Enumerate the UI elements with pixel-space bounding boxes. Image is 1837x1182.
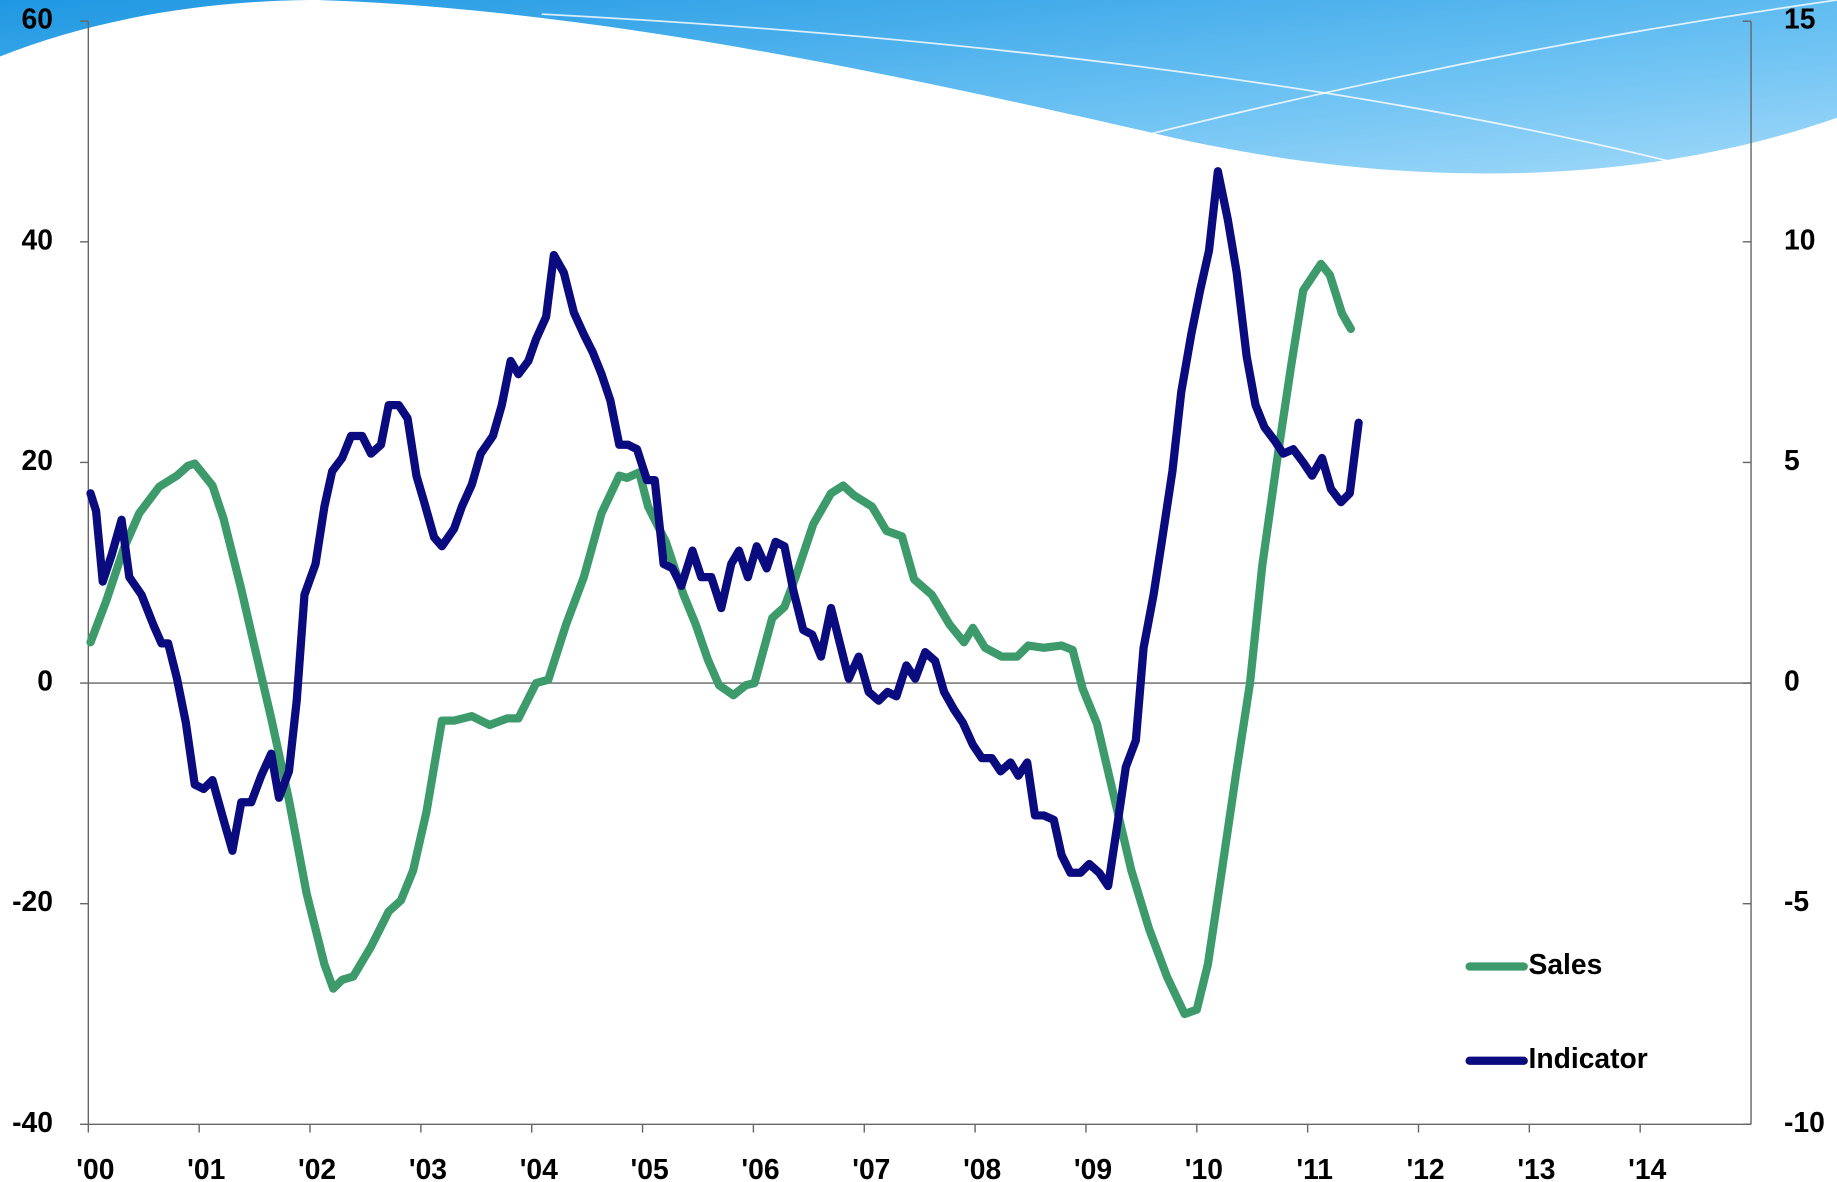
y2-tick-label: 0 — [1784, 665, 1800, 697]
x-tick-label: '05 — [631, 1153, 669, 1182]
y2-tick-label: 15 — [1784, 3, 1815, 35]
x-tick-label: '13 — [1517, 1153, 1555, 1182]
y2-tick-label: -10 — [1784, 1106, 1825, 1138]
y-tick-label: 40 — [22, 223, 53, 255]
x-tick-label: '06 — [741, 1153, 779, 1182]
x-tick-label: '01 — [187, 1153, 225, 1182]
header-wave — [0, 0, 1837, 1182]
x-tick-label: '07 — [852, 1153, 890, 1182]
x-tick-label: '09 — [1074, 1153, 1112, 1182]
y-tick-label: 60 — [22, 3, 53, 35]
y2-tick-label: 10 — [1784, 223, 1815, 255]
x-tick-label: '02 — [298, 1153, 336, 1182]
legend-label: Sales — [1528, 948, 1602, 980]
legend-label: Indicator — [1528, 1042, 1647, 1074]
x-tick-label: '10 — [1185, 1153, 1223, 1182]
y-tick-label: 0 — [37, 665, 53, 697]
y-tick-label: -20 — [12, 885, 53, 917]
x-tick-label: '11 — [1296, 1153, 1333, 1182]
y-tick-label: 20 — [22, 444, 53, 476]
x-tick-label: '04 — [520, 1153, 558, 1182]
y2-tick-label: -5 — [1784, 885, 1809, 917]
chart: -40 -20 0 20 40 60 -10 -5 0 5 10 15 '00 '01 '02 '03 '04 '… — [0, 0, 1837, 1182]
x-tick-label: '03 — [409, 1153, 447, 1182]
y-tick-label: -40 — [12, 1106, 53, 1138]
x-tick-label: '08 — [963, 1153, 1001, 1182]
x-tick-label: '14 — [1628, 1153, 1666, 1182]
x-tick-label: '00 — [76, 1153, 114, 1182]
x-tick-label: '12 — [1406, 1153, 1444, 1182]
y2-tick-label: 5 — [1784, 444, 1800, 476]
